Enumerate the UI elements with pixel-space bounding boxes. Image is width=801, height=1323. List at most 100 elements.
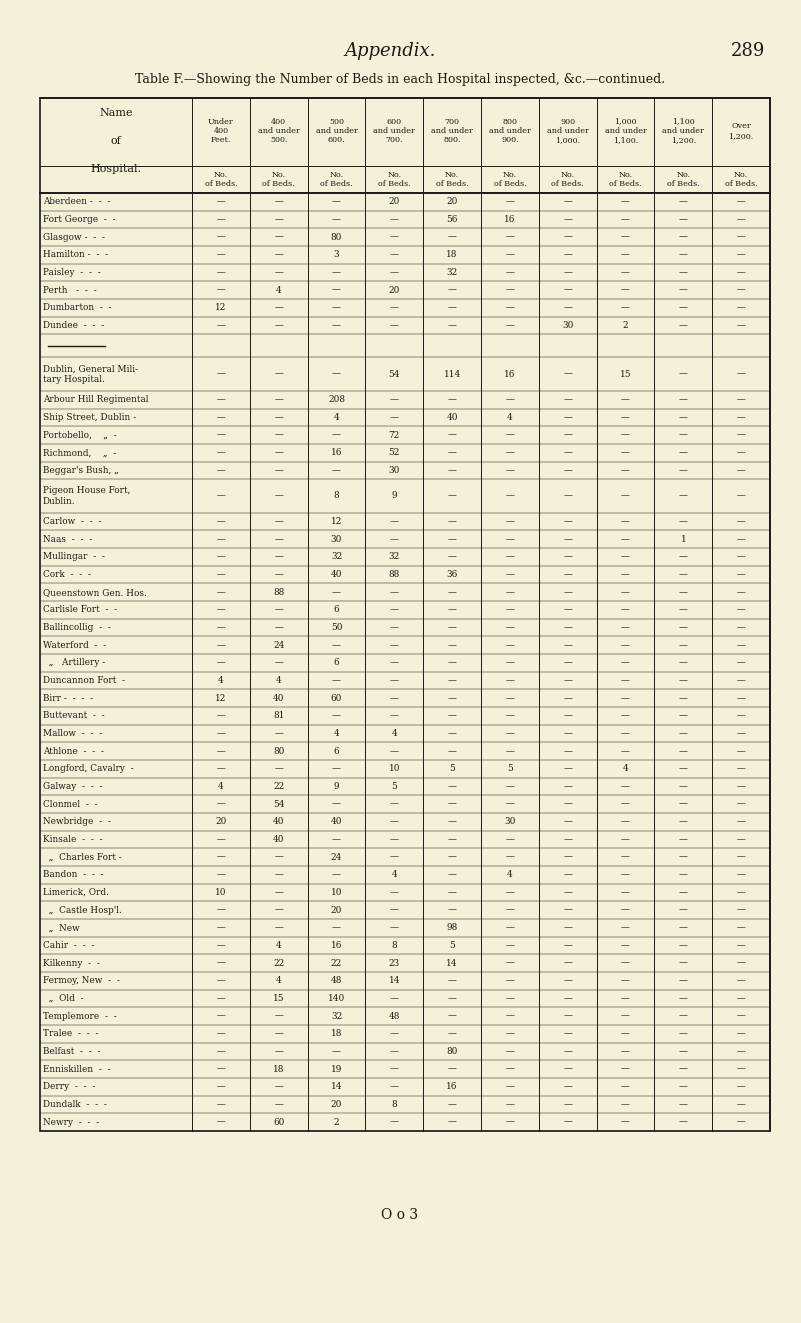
Text: Queenstown Gen. Hos.: Queenstown Gen. Hos. [43, 587, 147, 597]
Text: —: — [216, 941, 225, 950]
Text: —: — [505, 606, 514, 614]
Text: —: — [679, 659, 688, 667]
Text: —: — [216, 729, 225, 738]
Text: —: — [679, 712, 688, 721]
Text: 40: 40 [331, 818, 342, 827]
Text: 4: 4 [276, 286, 282, 295]
Text: —: — [216, 466, 225, 475]
Text: —: — [737, 799, 746, 808]
Text: Athlone  -  -  -: Athlone - - - [43, 746, 104, 755]
Text: —: — [563, 906, 572, 914]
Text: 20: 20 [388, 197, 400, 206]
Text: —: — [274, 448, 283, 458]
Text: —: — [390, 606, 399, 614]
Text: —: — [332, 835, 341, 844]
Text: —: — [216, 587, 225, 597]
Text: —: — [505, 269, 514, 277]
Text: 4: 4 [276, 941, 282, 950]
Text: —: — [737, 413, 746, 422]
Text: —: — [216, 1099, 225, 1109]
Text: —: — [737, 321, 746, 329]
Text: —: — [737, 835, 746, 844]
Text: —: — [274, 269, 283, 277]
Text: —: — [737, 976, 746, 986]
Text: —: — [621, 835, 630, 844]
Text: —: — [505, 994, 514, 1003]
Text: —: — [390, 818, 399, 827]
Text: —: — [390, 233, 399, 242]
Text: —: — [679, 448, 688, 458]
Text: —: — [679, 623, 688, 632]
Text: —: — [448, 818, 457, 827]
Text: —: — [216, 623, 225, 632]
Text: —: — [563, 286, 572, 295]
Text: —: — [505, 923, 514, 933]
Text: 88: 88 [273, 587, 284, 597]
Text: Over
1,200.: Over 1,200. [728, 122, 754, 140]
Text: —: — [679, 303, 688, 312]
Text: —: — [737, 676, 746, 685]
Text: —: — [505, 466, 514, 475]
Text: „   Artillery -: „ Artillery - [43, 659, 105, 667]
Text: Waterford  -  -: Waterford - - [43, 640, 107, 650]
Text: 4: 4 [507, 413, 513, 422]
Text: 5: 5 [449, 941, 455, 950]
Text: 15: 15 [273, 994, 284, 1003]
Text: —: — [505, 587, 514, 597]
Text: 18: 18 [273, 1065, 284, 1074]
Text: 10: 10 [215, 888, 227, 897]
Text: —: — [390, 623, 399, 632]
Text: 4: 4 [334, 729, 340, 738]
Text: —: — [332, 269, 341, 277]
Text: —: — [563, 216, 572, 224]
Text: 114: 114 [444, 369, 461, 378]
Text: —: — [274, 413, 283, 422]
Text: —: — [505, 1099, 514, 1109]
Text: —: — [505, 553, 514, 561]
Text: —: — [505, 491, 514, 500]
Text: —: — [274, 888, 283, 897]
Text: Richmond,    „  -: Richmond, „ - [43, 448, 116, 458]
Text: —: — [216, 799, 225, 808]
Text: —: — [679, 693, 688, 703]
Text: —: — [621, 746, 630, 755]
Text: —: — [621, 888, 630, 897]
Text: 20: 20 [446, 197, 458, 206]
Text: No.
of Beds.: No. of Beds. [320, 171, 352, 188]
Text: —: — [505, 430, 514, 439]
Text: —: — [679, 959, 688, 967]
Text: —: — [505, 1118, 514, 1127]
Text: —: — [505, 570, 514, 579]
Text: Paisley  -  -  -: Paisley - - - [43, 269, 101, 277]
Text: —: — [448, 517, 457, 527]
Text: —: — [274, 216, 283, 224]
Text: —: — [216, 765, 225, 774]
Text: —: — [505, 659, 514, 667]
Text: —: — [390, 1029, 399, 1039]
Text: —: — [621, 782, 630, 791]
Text: —: — [448, 853, 457, 861]
Text: 700
and under
800.: 700 and under 800. [431, 118, 473, 144]
Text: —: — [737, 216, 746, 224]
Text: —: — [563, 659, 572, 667]
Text: —: — [505, 906, 514, 914]
Text: Dumbarton  -  -: Dumbarton - - [43, 303, 111, 312]
Text: 19: 19 [331, 1065, 342, 1074]
Text: 32: 32 [331, 1012, 342, 1020]
Text: —: — [679, 396, 688, 405]
Text: Mallow  -  -  -: Mallow - - - [43, 729, 103, 738]
Text: —: — [216, 286, 225, 295]
Text: 3: 3 [334, 250, 340, 259]
Text: —: — [505, 676, 514, 685]
Text: Arbour Hill Regimental: Arbour Hill Regimental [43, 396, 148, 405]
Text: —: — [390, 587, 399, 597]
Text: —: — [563, 606, 572, 614]
Text: No.
of Beds.: No. of Beds. [551, 171, 584, 188]
Text: 32: 32 [388, 553, 400, 561]
Text: 2: 2 [334, 1118, 340, 1127]
Text: Tralee  -  -  -: Tralee - - - [43, 1029, 99, 1039]
Text: —: — [563, 623, 572, 632]
Text: —: — [274, 659, 283, 667]
Text: —: — [274, 491, 283, 500]
Text: —: — [216, 1012, 225, 1020]
